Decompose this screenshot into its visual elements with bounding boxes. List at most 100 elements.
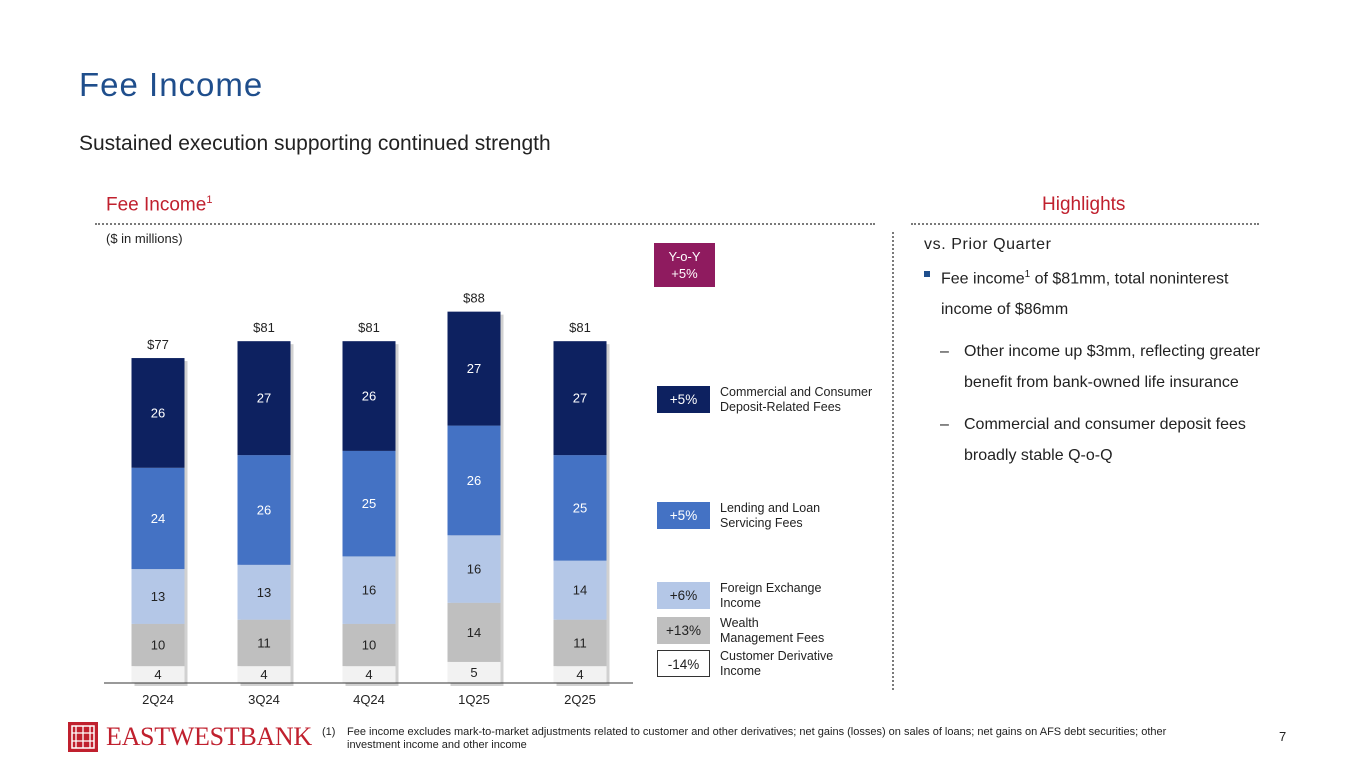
bar-value-label: 13 (257, 585, 271, 600)
page-title: Fee Income (79, 66, 264, 103)
legend-label-line2: Deposit-Related Fees (720, 400, 841, 414)
page-number: 7 (1279, 729, 1287, 744)
highlight-bullet: Fee income1 of $81mm, total noninterest … (924, 259, 1269, 325)
bar-segment (553, 455, 607, 561)
yoy-label: Y-o-Y (668, 249, 701, 264)
legend-label-line1: Lending and Loan (720, 501, 821, 515)
bar-value-label: 14 (573, 583, 587, 598)
page-subtitle: Sustained execution supporting continued… (79, 132, 551, 155)
legend-label-line1: Commercial and Consumer (720, 385, 873, 399)
x-tick-label: 2Q24 (142, 692, 174, 707)
bar-value-label: 10 (362, 638, 376, 653)
right-divider (911, 223, 1259, 225)
highlight-sub-2: – Commercial and consumer deposit fees br… (924, 409, 1269, 471)
footnote-number: (1) (322, 726, 336, 738)
legend-pct-badge: +13% (657, 617, 710, 644)
bar-segment (131, 569, 185, 624)
legend-label-line2: Servicing Fees (720, 516, 803, 530)
bar-segment (131, 623, 185, 667)
bar-total-label: $81 (569, 320, 591, 335)
vertical-divider (892, 232, 894, 690)
fee-income-heading-text: Fee Income (106, 194, 207, 216)
bar-segment (342, 450, 396, 557)
legend-pct-badge: +6% (657, 582, 710, 609)
bar-segment (447, 535, 501, 603)
legend-label: Customer Derivative Income (720, 649, 833, 679)
bar-segment (342, 623, 396, 667)
legend-label-line2: Income (720, 596, 761, 610)
legend-label-line1: Wealth (720, 616, 759, 630)
bar-value-label: 24 (151, 511, 165, 526)
highlight-sub-2-text: Commercial and consumer deposit fees bro… (964, 416, 1246, 465)
bar-segment (447, 425, 501, 536)
bullet-footnote-ref: 1 (1024, 269, 1031, 280)
bar-segment (237, 341, 291, 456)
bar-segment (237, 455, 291, 565)
fee-income-heading: Fee Income1 (106, 194, 212, 216)
bar-value-label: 26 (467, 473, 481, 488)
bar-segment (342, 341, 396, 451)
bar-total-label: $77 (147, 337, 169, 352)
legend-label: Wealth Management Fees (720, 616, 824, 646)
bar-value-label: 27 (257, 391, 271, 406)
bar-value-label: 16 (467, 562, 481, 577)
highlights-panel: vs. Prior Quarter Fee income1 of $81mm, … (924, 236, 1269, 471)
bar-segment (447, 311, 501, 426)
bar-value-label: 4 (260, 667, 267, 682)
bar-segment (447, 661, 501, 683)
legend-label-line2: Income (720, 664, 761, 678)
bullet-square-icon (924, 271, 930, 277)
bar-segment (131, 358, 185, 468)
legend-label: Commercial and Consumer Deposit-Related F… (720, 385, 872, 415)
bar-value-label: 4 (576, 667, 583, 682)
bar-total-label: $81 (358, 320, 380, 335)
bar-segment (237, 666, 291, 683)
highlights-heading: Highlights (1042, 194, 1126, 215)
x-tick-label: 2Q25 (564, 692, 596, 707)
bar-value-label: 27 (467, 361, 481, 376)
bar-value-label: 25 (573, 500, 587, 515)
legend-label-line1: Customer Derivative (720, 649, 834, 663)
bar-value-label: 26 (151, 405, 165, 420)
legend-label: Lending and Loan Servicing Fees (720, 501, 820, 531)
bar-total-label: $88 (463, 291, 485, 306)
yoy-badge: Y-o-Y +5% (654, 243, 715, 287)
bar-segment (553, 619, 607, 667)
highlight-sub-1: – Other income up $3mm, reflecting greate… (924, 336, 1269, 398)
bar-segment (237, 619, 291, 667)
bullet-text-post: of $81mm, total noninterest income of $8… (941, 270, 1229, 319)
logo-text: EASTWESTBANK (106, 722, 312, 751)
bar-value-label: 13 (151, 589, 165, 604)
bar-value-label: 4 (365, 667, 372, 682)
bar-value-label: 25 (362, 496, 376, 511)
bar-segment (553, 666, 607, 683)
bar-value-label: 16 (362, 583, 376, 598)
bar-value-label: 11 (257, 635, 271, 650)
bar-total-label: $81 (253, 320, 275, 335)
bar-segment (342, 666, 396, 683)
bar-value-label: 27 (573, 391, 587, 406)
bar-value-label: 14 (467, 625, 481, 640)
units-label: ($ in millions) (106, 231, 183, 246)
legend-label: Foreign Exchange Income (720, 581, 821, 611)
legend-pct-badge: +5% (657, 502, 710, 529)
bar-segment (447, 602, 501, 662)
bar-value-label: 10 (151, 638, 165, 653)
footnote: (1) Fee income excludes mark-to-market a… (322, 726, 1177, 752)
x-tick-label: 1Q25 (458, 692, 490, 707)
legend-pct-badge: -14% (657, 650, 710, 677)
bar-segment (131, 467, 185, 570)
bar-value-label: 4 (154, 667, 161, 682)
bar-segment (342, 556, 396, 624)
bar-segment (553, 560, 607, 620)
bar-segment (237, 564, 291, 620)
x-tick-label: 4Q24 (353, 692, 385, 707)
bar-value-label: 26 (257, 502, 271, 517)
legend-pct-badge: +5% (657, 386, 710, 413)
x-tick-label: 3Q24 (248, 692, 280, 707)
dash-icon: – (940, 343, 949, 361)
legend-label-line1: Foreign Exchange (720, 581, 822, 595)
bar-value-label: 5 (470, 665, 477, 680)
bar-segment (131, 666, 185, 683)
yoy-value: +5% (671, 266, 698, 281)
